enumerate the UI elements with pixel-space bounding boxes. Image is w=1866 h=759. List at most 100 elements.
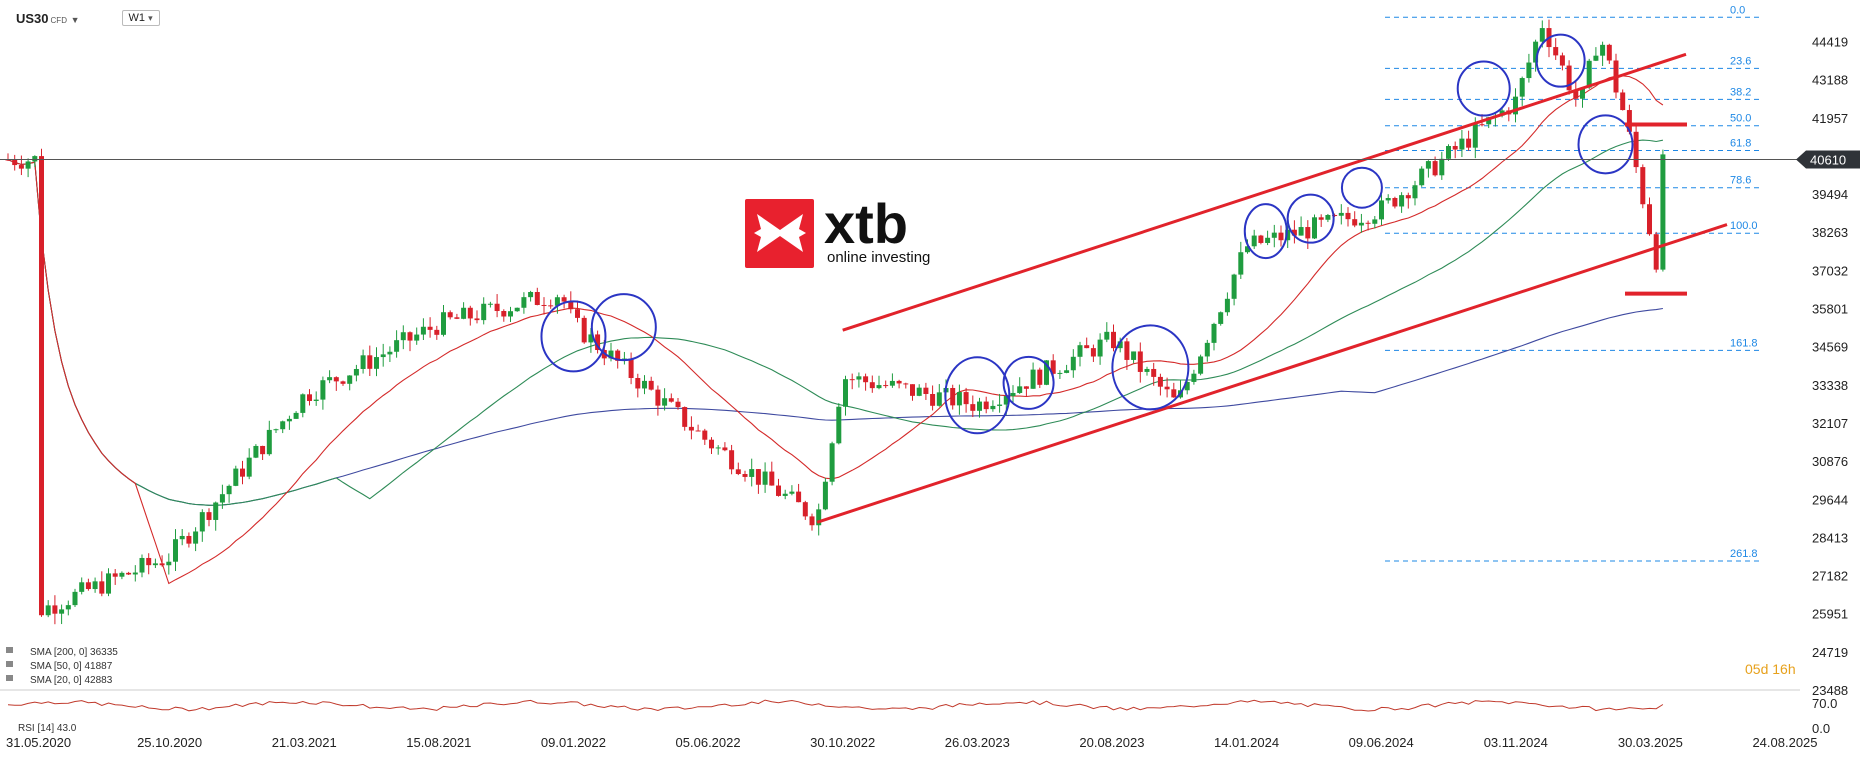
rsi-level-label: 0.0 — [1812, 721, 1830, 736]
candle-body — [226, 485, 232, 495]
fib-level-label: 50.0 — [1730, 113, 1751, 125]
candle-body — [1137, 351, 1143, 372]
candle-body — [307, 394, 312, 401]
price-tick-label: 23488 — [1812, 683, 1848, 698]
candle-body — [1030, 369, 1036, 389]
date-tick-label: 20.08.2023 — [1079, 735, 1144, 750]
candle-body — [441, 312, 446, 335]
indicator-label: SMA [200, 0] 36335 — [30, 647, 118, 658]
candle-body — [655, 389, 661, 406]
candle-body — [52, 605, 58, 614]
candle-body — [353, 368, 359, 376]
candle-body — [434, 329, 440, 335]
candle-body — [1171, 389, 1177, 398]
price-tick-label: 41957 — [1812, 111, 1848, 126]
candle-body — [1144, 368, 1150, 372]
support-levels — [1625, 122, 1687, 296]
candle-body — [199, 512, 205, 532]
candle-body — [92, 581, 98, 590]
date-tick-label: 31.05.2020 — [6, 735, 71, 750]
timeframe-selector[interactable]: W1 ▾ — [121, 10, 160, 26]
candle-body — [1298, 227, 1304, 236]
indicator-icon — [6, 647, 13, 653]
candle-body — [662, 398, 668, 406]
price-tick-label: 29644 — [1812, 492, 1848, 507]
candle-body — [963, 392, 969, 405]
candle-body — [340, 381, 346, 384]
highlight-circle — [590, 293, 657, 362]
date-tick-label: 15.08.2021 — [406, 735, 471, 750]
candle-body — [568, 301, 574, 310]
candle-body — [608, 350, 614, 359]
candle-body — [796, 491, 802, 503]
date-tick-label: 05.06.2022 — [676, 735, 741, 750]
price-tick-label: 28413 — [1812, 530, 1848, 545]
highlight-circle — [540, 300, 607, 373]
candle-body — [1064, 370, 1070, 373]
candle-body — [1245, 246, 1250, 253]
chevron-down-icon[interactable]: ▾ — [148, 13, 153, 23]
candle-body — [186, 535, 192, 544]
candle-body — [1003, 396, 1009, 405]
candle-body — [990, 405, 996, 410]
candle-body — [675, 401, 681, 408]
candle-body — [1626, 110, 1632, 132]
candle-body — [722, 447, 728, 451]
candle-body — [1097, 339, 1103, 357]
candle-body — [427, 326, 433, 330]
candle-body — [735, 469, 741, 475]
price-axis: 44419 43188 41957 40610 39494 38263 37032 35801… — [0, 34, 1860, 698]
candle-body — [213, 502, 219, 520]
candle-body — [923, 387, 929, 395]
candle-body — [970, 404, 976, 411]
date-tick-label: 30.03.2025 — [1618, 735, 1683, 750]
candle-body — [715, 447, 721, 449]
candle-body — [1124, 341, 1130, 360]
candle-body — [233, 468, 239, 486]
candle-body — [1017, 386, 1023, 393]
candle-body — [1352, 219, 1358, 226]
candle-body — [313, 399, 319, 401]
candle-body — [983, 401, 989, 410]
candle-body — [702, 430, 708, 440]
candle-body — [1265, 237, 1271, 243]
candle-body — [1459, 138, 1465, 150]
candle-body — [132, 572, 138, 575]
chevron-down-icon[interactable]: ▼ — [70, 14, 80, 25]
sma-50-line — [7, 139, 1664, 506]
candle-body — [1224, 298, 1230, 313]
candle-body — [554, 297, 560, 306]
fib-level-label: 61.8 — [1730, 138, 1751, 150]
date-tick-label: 03.11.2024 — [1484, 735, 1548, 750]
candle-body — [843, 379, 848, 407]
date-tick-label: 09.06.2024 — [1349, 735, 1414, 750]
candle-body — [273, 429, 279, 431]
candle-body — [1151, 368, 1157, 377]
date-tick-label: 24.08.2025 — [1752, 735, 1817, 750]
candle-body — [1131, 351, 1137, 360]
candle-body — [1533, 41, 1539, 63]
candle-body — [1037, 369, 1043, 385]
candle-body — [548, 305, 554, 307]
candle-body — [1218, 312, 1224, 324]
candle-body — [1312, 217, 1317, 239]
symbol-selector[interactable]: US30 CFD ▼ — [16, 11, 80, 26]
indicator-label: SMA [20, 0] 42883 — [30, 675, 113, 686]
candle-body — [1338, 212, 1344, 216]
candle-body — [1050, 360, 1056, 374]
candle-body — [454, 317, 460, 319]
candle-body — [802, 502, 808, 517]
trend-channel — [816, 52, 1728, 524]
candle-body — [487, 303, 493, 305]
candle-body — [1305, 227, 1311, 239]
candle-body — [1285, 229, 1291, 241]
highlight-circles — [540, 33, 1634, 435]
fib-level-label: 261.8 — [1730, 548, 1758, 560]
bar-countdown: 05d 16h — [1745, 661, 1796, 677]
candle-body — [119, 572, 125, 577]
candle-body — [72, 591, 78, 606]
candle-body — [146, 557, 152, 566]
candle-body — [1198, 356, 1204, 374]
candle-body — [1559, 55, 1565, 66]
